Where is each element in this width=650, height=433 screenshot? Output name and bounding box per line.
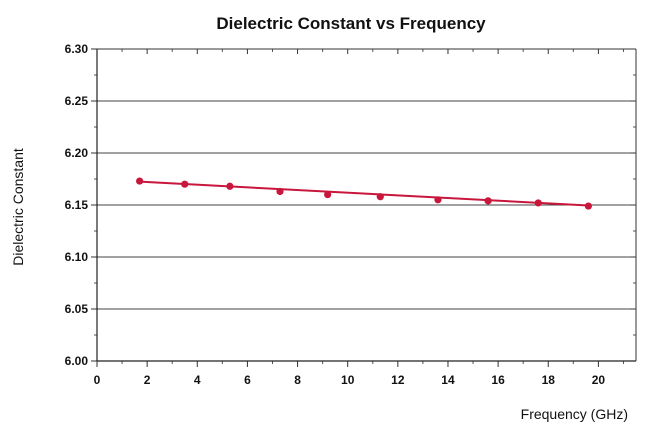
data-point xyxy=(136,177,144,185)
x-tick-label: 4 xyxy=(194,373,201,387)
y-tick-label: 6.25 xyxy=(65,94,89,108)
data-point xyxy=(324,191,332,199)
chart-title: Dielectric Constant vs Frequency xyxy=(216,14,486,33)
x-axis-label: Frequency (GHz) xyxy=(520,406,628,422)
data-point xyxy=(434,196,442,204)
x-tick-label: 6 xyxy=(244,373,251,387)
y-tick-label: 6.30 xyxy=(65,42,89,56)
data-point xyxy=(534,199,542,207)
data-point xyxy=(484,197,492,205)
x-tick-label: 20 xyxy=(592,373,606,387)
x-tick-label: 16 xyxy=(491,373,505,387)
data-point xyxy=(181,180,189,188)
y-tick-label: 6.05 xyxy=(65,302,89,316)
data-point xyxy=(226,182,234,190)
x-tick-label: 0 xyxy=(94,373,101,387)
y-tick-label: 6.00 xyxy=(65,354,89,368)
y-tick-label: 6.20 xyxy=(65,146,89,160)
y-tick-label: 6.15 xyxy=(65,198,89,212)
data-point xyxy=(376,193,384,201)
trend-line xyxy=(139,180,589,207)
x-tick-label: 14 xyxy=(441,373,455,387)
x-tick-label: 18 xyxy=(542,373,556,387)
x-tick-label: 2 xyxy=(144,373,151,387)
y-tick-label: 6.10 xyxy=(65,250,89,264)
x-tick-label: 8 xyxy=(294,373,301,387)
data-point xyxy=(276,187,284,196)
x-tick-label: 12 xyxy=(391,373,405,387)
data-point xyxy=(584,202,592,210)
x-tick-label: 10 xyxy=(341,373,355,387)
